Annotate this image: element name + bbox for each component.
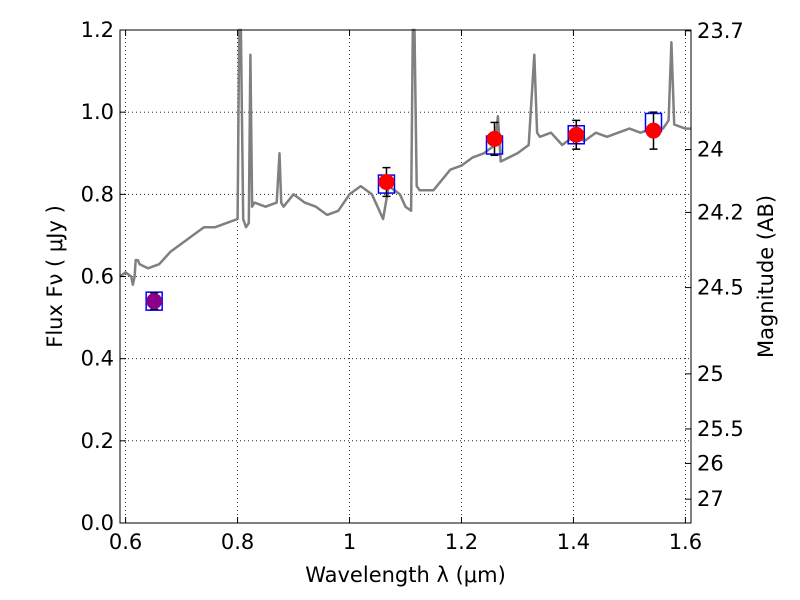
observed-photometry-point — [645, 122, 662, 139]
y-tick-label: 0.2 — [81, 429, 114, 453]
y-axis-label: Flux Fν ( μJy ) — [43, 205, 67, 348]
y2-tick-label: 24 — [697, 138, 724, 162]
x-tick-label: 0.8 — [221, 530, 254, 554]
x-tick-label: 1.4 — [557, 530, 590, 554]
y2-tick-label: 26 — [697, 451, 724, 475]
x-tick-label: 1.6 — [669, 530, 702, 554]
y2-tick-label: 24.2 — [697, 200, 744, 224]
photometry-layer — [145, 111, 663, 311]
observed-photometry-point — [568, 126, 585, 143]
y2-tick-label: 25.5 — [697, 417, 744, 441]
tick-layer: 0.6 0.8 1 1.2 1.4 1.6 0.0 0.2 0.4 0.6 0.8 1.0 1.2 23.… — [81, 18, 744, 554]
y2-tick-label: 25 — [697, 362, 724, 386]
spectrum-line — [119, 28, 691, 286]
observed-photometry-point — [378, 174, 395, 191]
y-tick-label: 0.4 — [81, 347, 114, 371]
y2-tick-label: 27 — [697, 487, 724, 511]
y-tick-label: 0.6 — [81, 265, 114, 289]
y2-tick-label: 23.7 — [697, 19, 744, 43]
observed-photometry-point — [486, 130, 503, 147]
x-tick-label: 0.6 — [109, 530, 142, 554]
plot-frame — [119, 29, 692, 524]
x-tick-label: 1.2 — [445, 530, 478, 554]
y2-axis-label: Magnitude (AB) — [754, 195, 778, 358]
observed-photometry-point — [146, 293, 163, 310]
y-tick-label: 1.0 — [81, 100, 114, 124]
grid — [120, 29, 691, 524]
y2-tick-label: 24.5 — [697, 276, 744, 300]
x-tick-label: 1 — [343, 530, 356, 554]
x-axis-label: Wavelength λ (μm) — [305, 563, 506, 587]
y-tick-label: 0.0 — [81, 511, 114, 535]
y-tick-label: 0.8 — [81, 182, 114, 206]
spectrum-layer — [119, 28, 691, 286]
y-tick-label: 1.2 — [81, 18, 114, 42]
